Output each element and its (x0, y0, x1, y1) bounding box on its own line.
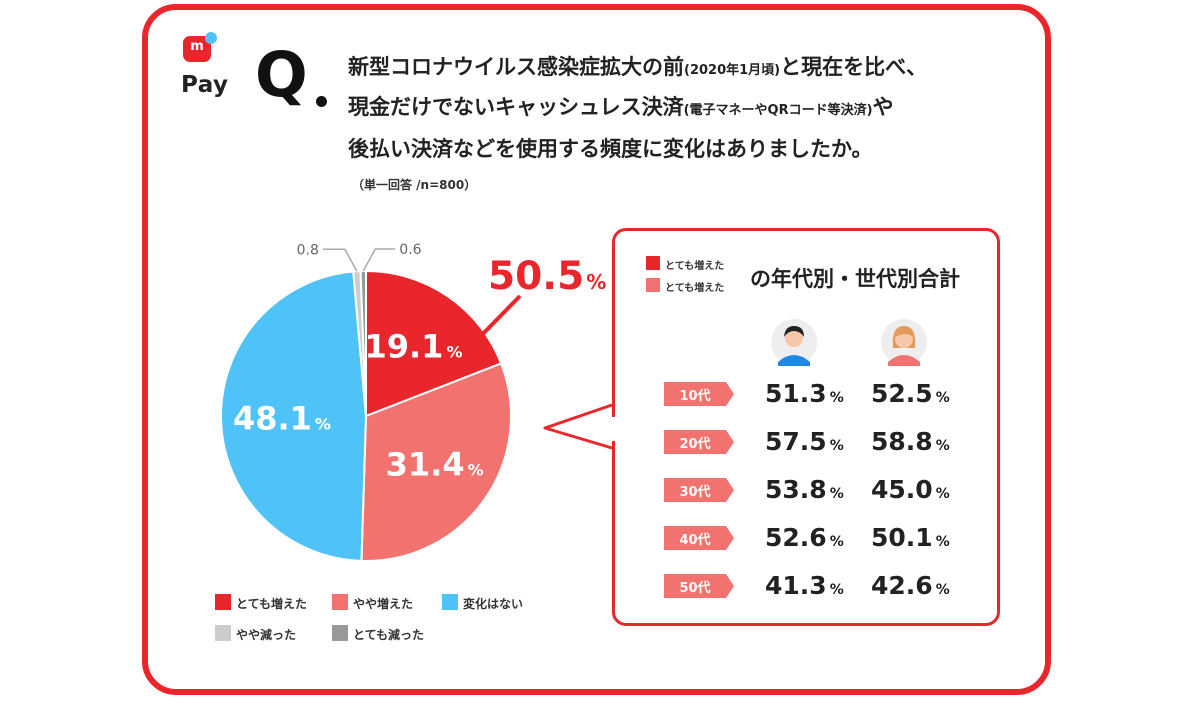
legend-swatch-greatly-increased (215, 594, 231, 610)
age-tag-50s: 50代 (664, 574, 734, 598)
male-avatar-icon (771, 319, 817, 366)
pie-label-no-change: 48.1% (233, 399, 331, 437)
pie-slices (220, 269, 512, 562)
value-30s-male: 53.8% (765, 475, 844, 504)
pie-small-label-greatly-decreased: 0.6 (399, 242, 421, 258)
value-30s-female: 45.0% (871, 475, 950, 504)
question-line-3: 後払い決済などを使用する頻度に変化はありましたか。 (348, 137, 873, 161)
question-line-2: 現金だけでないキャッシュレス決済(電子マネーやQRコード等決済)や (348, 95, 894, 119)
value-50s-male: 41.3% (765, 571, 844, 600)
legend-label-greatly-increased: とても増えた (236, 597, 308, 611)
pie-leader-greatly-decreased (362, 248, 396, 272)
pie-leader-somewhat-decreased (322, 248, 358, 272)
sample-note: （単一回答 /n=800） (352, 178, 477, 192)
pie-slice-somewhat-increased (360, 362, 512, 562)
panel-title: の年代別・世代別合計 (750, 267, 960, 291)
legend-label-somewhat-decreased: やや減った (236, 628, 297, 642)
logo-text: Pay (181, 72, 229, 98)
panel-legend-label-1: とても増えた (665, 261, 725, 272)
panel-pointer-gap (609, 417, 615, 441)
value-20s-female: 58.8% (871, 427, 950, 456)
pie-labels: 19.1 % 31.4 % 48.1% (233, 328, 484, 484)
pie-label-somewhat-increased: 31.4% (386, 446, 484, 484)
age-breakdown-panel (612, 228, 1000, 626)
question-line-1: 新型コロナウイルス感染症拡大の前(2020年1月頃)と現在を比べ、 (348, 55, 928, 79)
female-avatar-icon (881, 319, 927, 366)
pie-label-greatly-increased: 19.1% (364, 328, 462, 366)
panel-pointer (543, 403, 613, 450)
mercari-pay-logo: m Pay (181, 32, 233, 102)
value-40s-male: 52.6% (765, 523, 844, 552)
pie-slice-greatly-increased (365, 269, 503, 418)
pie-slice-no-change (220, 270, 368, 562)
panel-legend-swatch-somewhat (646, 278, 660, 292)
logo-mark: m (190, 39, 204, 54)
panel-legend-label-2: とても増えた (665, 283, 725, 294)
legend-label-greatly-decreased: とても減った (353, 628, 425, 642)
pie-small-labels: 0.8 0.6 (297, 242, 422, 272)
legend-swatch-no-change (442, 594, 458, 610)
logo-dot-icon (205, 32, 217, 44)
question-dot (316, 96, 327, 107)
legend-swatch-greatly-decreased (332, 625, 348, 641)
age-tag-10s: 10代 (664, 382, 734, 406)
value-20s-male: 57.5% (765, 427, 844, 456)
legend-swatch-somewhat-decreased (215, 625, 231, 641)
panel-legend-swatch-greatly (646, 256, 660, 270)
increase-total-value: 50.5% (488, 254, 607, 299)
value-10s-female: 52.5% (871, 379, 950, 408)
legend-label-no-change: 変化はない (463, 597, 524, 611)
age-tag-40s: 40代 (664, 526, 734, 550)
pie-small-label-somewhat-decreased: 0.8 (297, 242, 319, 258)
legend-label-somewhat-increased: やや増えた (353, 597, 414, 611)
value-50s-female: 42.6% (871, 571, 950, 600)
callout-pointer-line (470, 294, 522, 347)
question-mark: Q (255, 38, 308, 111)
value-40s-female: 50.1% (871, 523, 950, 552)
age-tag-30s: 30代 (664, 478, 734, 502)
age-tag-20s: 20代 (664, 430, 734, 454)
value-10s-male: 51.3% (765, 379, 844, 408)
legend-swatch-somewhat-increased (332, 594, 348, 610)
